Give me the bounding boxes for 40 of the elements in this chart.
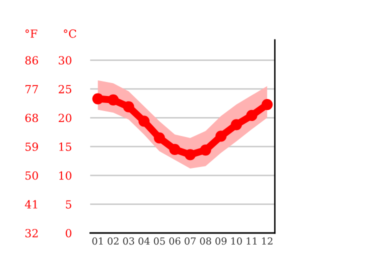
point — [200, 144, 212, 156]
point — [92, 93, 104, 104]
point — [169, 144, 180, 156]
point — [154, 132, 165, 144]
point — [108, 94, 119, 106]
point — [123, 101, 134, 112]
x-tick-label: 06 — [169, 237, 180, 245]
y2-tick-label: 50 — [26, 171, 38, 180]
point — [246, 110, 258, 122]
y-axis-title: °C — [64, 29, 76, 38]
x-tick-label: 03 — [123, 237, 134, 245]
y2-tick-label: 86 — [25, 56, 38, 65]
y2-tick-label: 77 — [26, 85, 38, 94]
point — [184, 149, 196, 160]
x-tick-label: 01 — [92, 237, 103, 245]
y-tick-label: 15 — [59, 142, 72, 151]
x-tick-label: 08 — [200, 237, 212, 245]
y-tick-label: 10 — [59, 171, 72, 180]
x-tick-label: 04 — [138, 237, 150, 245]
y-tick-label: 20 — [58, 114, 72, 122]
y2-tick-label: 32 — [25, 228, 38, 238]
point — [215, 130, 227, 142]
point — [138, 116, 150, 127]
x-tick-label: 11 — [246, 237, 257, 245]
y-tick-label: 0 — [66, 228, 72, 238]
y2-axis-title: °F — [25, 29, 38, 38]
x-tick-label: 12 — [262, 237, 272, 245]
y-tick-label: 25 — [58, 84, 72, 94]
y2-tick-label: 59 — [26, 142, 38, 151]
y-tick-label: 30 — [58, 56, 72, 65]
x-tick-label: 07 — [184, 237, 196, 245]
x-tick-label: 02 — [108, 237, 118, 245]
y2-tick-label: 41 — [24, 200, 38, 208]
y2-tick-label: 68 — [25, 114, 38, 122]
x-tick-label: 10 — [231, 237, 242, 245]
x-tick-label: 05 — [154, 237, 165, 245]
x-tick-label: 09 — [215, 237, 227, 245]
point — [230, 119, 242, 130]
y-tick-label: 5 — [66, 200, 72, 209]
point — [262, 98, 273, 110]
